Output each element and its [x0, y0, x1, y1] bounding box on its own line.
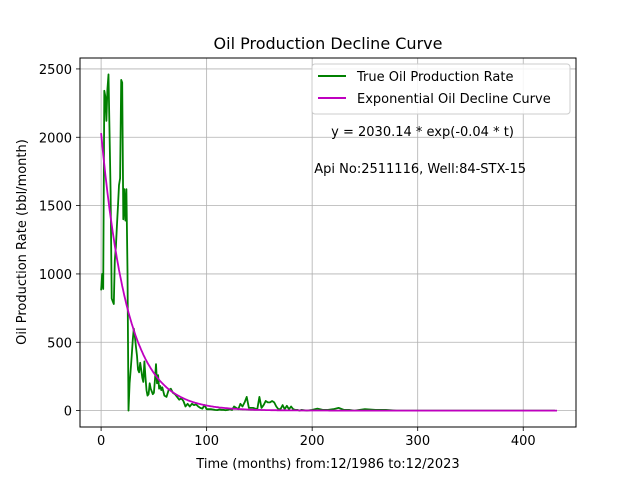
- y-tick-label: 1500: [39, 200, 72, 215]
- y-tick-label: 2000: [39, 131, 72, 146]
- y-tick-label: 1000: [39, 268, 72, 283]
- y-axis-ticks: 0 500 1000 1500 2000 2500: [39, 63, 80, 420]
- x-tick-label: 0: [97, 434, 105, 449]
- legend-box: [311, 63, 571, 115]
- legend-label-true-rate: True Oil Production Rate: [356, 70, 513, 85]
- legend: True Oil Production Rate Exponential Oil…: [311, 63, 571, 115]
- x-tick-label: 100: [194, 434, 219, 449]
- equation-annotation: y = 2030.14 * exp(-0.04 * t): [331, 125, 514, 140]
- y-tick-label: 2500: [39, 63, 72, 78]
- axes-frame: [79, 57, 577, 428]
- y-axis-label: Oil Production Rate (bbl/month): [15, 139, 30, 345]
- plot-lines: [100, 73, 557, 412]
- x-tick-label: 200: [300, 434, 325, 449]
- x-axis-label: Time (months) from:12/1986 to:12/2023: [195, 457, 459, 472]
- well-annotation: Api No:2511116, Well:84-STX-15: [314, 162, 526, 177]
- y-tick-label: 500: [47, 336, 72, 351]
- x-axis-ticks: 0 100 200 300 400: [97, 427, 536, 449]
- x-tick-label: 400: [511, 434, 536, 449]
- legend-label-decline-curve: Exponential Oil Decline Curve: [357, 92, 551, 107]
- chart-title: Oil Production Decline Curve: [214, 34, 443, 53]
- y-tick-label: 0: [64, 405, 72, 420]
- series-line-decline-curve: [100, 133, 557, 412]
- x-tick-label: 300: [405, 434, 430, 449]
